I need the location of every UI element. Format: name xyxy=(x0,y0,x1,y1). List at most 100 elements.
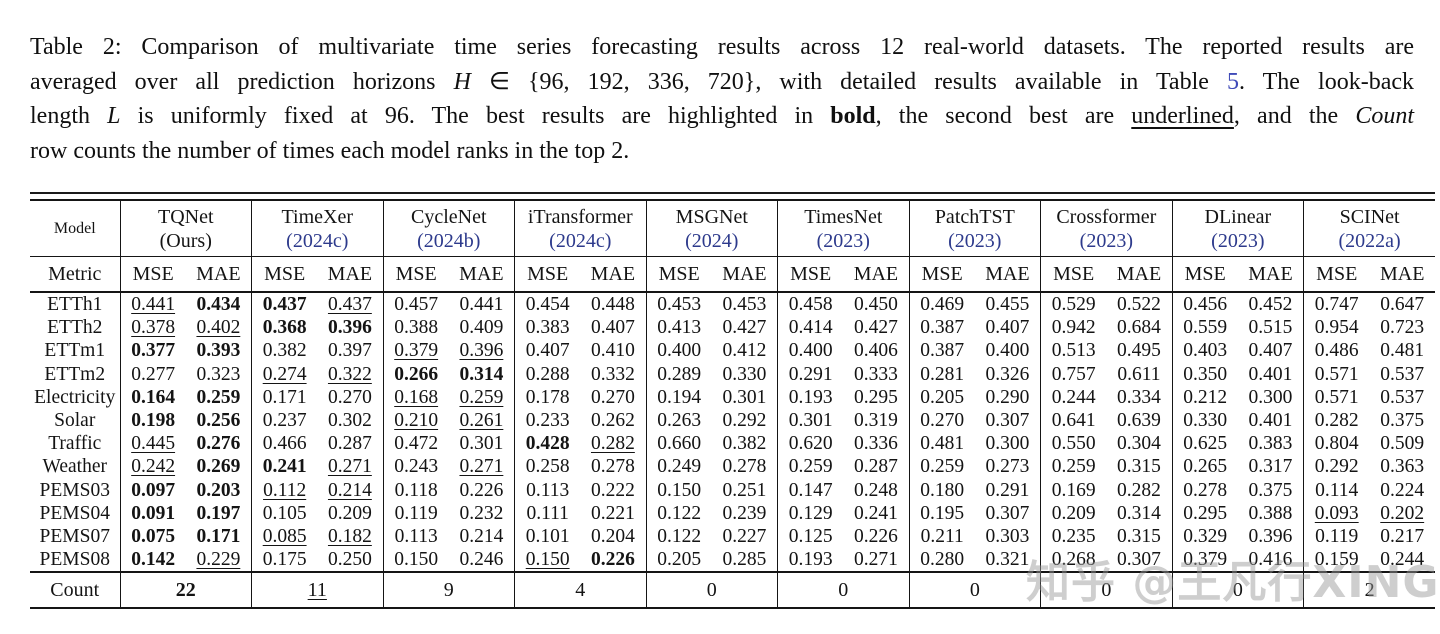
count-value: 4 xyxy=(514,571,647,609)
model-year-citation[interactable]: (2023) xyxy=(948,229,1002,252)
value-cell: 0.119 xyxy=(1303,525,1370,549)
value-cell: 0.122 xyxy=(645,501,712,526)
value-cell: 0.261 xyxy=(459,410,504,432)
value-cell: 0.757 xyxy=(1040,362,1107,386)
value-cell: 0.114 xyxy=(1303,478,1370,502)
value-cell: 0.407 xyxy=(1248,340,1293,362)
value-cell: 0.641 xyxy=(1040,409,1107,433)
caption-text-segment: H xyxy=(453,68,471,95)
value-cell: 0.243 xyxy=(382,455,449,479)
model-year-citation[interactable]: (2022a) xyxy=(1338,229,1401,252)
value-cell: 0.571 xyxy=(1303,362,1370,386)
dataset-label: PEMS03 xyxy=(39,479,110,501)
results-table: Model TQNet (Ours) TimeXer (2024c) CycleNet (2… xyxy=(30,199,1436,610)
value-cell: 0.382 xyxy=(722,433,767,455)
model-year-citation[interactable]: (2024c) xyxy=(286,229,349,252)
caption-text-segment: ∈ {96, 192, 336, 720}, with detailed res… xyxy=(470,68,1227,95)
value-cell: 0.396 xyxy=(1248,526,1293,548)
model-name: CycleNet xyxy=(411,205,487,228)
value-cell: 0.522 xyxy=(1117,294,1161,315)
value-cell: 0.111 xyxy=(514,501,581,526)
value-cell: 0.113 xyxy=(382,525,449,549)
model-header-dlinear: DLinear (2023) xyxy=(1171,200,1304,257)
model-header-patchtst: PatchTST (2023) xyxy=(908,200,1041,257)
metric-header-mse: MSE xyxy=(1171,256,1238,293)
value-cell: 0.287 xyxy=(853,456,898,478)
value-cell: 0.434 xyxy=(196,294,241,315)
model-year-citation: (Ours) xyxy=(159,229,212,252)
value-cell: 0.537 xyxy=(1380,386,1425,408)
model-year-citation[interactable]: (2023) xyxy=(816,229,870,252)
value-cell: 0.197 xyxy=(196,502,241,524)
value-cell: 0.317 xyxy=(1248,456,1293,478)
model-name: TimeXer xyxy=(281,205,354,228)
model-name: SCINet xyxy=(1339,205,1400,228)
value-cell: 0.301 xyxy=(777,409,844,433)
metric-header-mae: MAE xyxy=(711,256,778,293)
value-cell: 0.241 xyxy=(251,455,318,479)
value-cell: 0.263 xyxy=(645,409,712,433)
caption-text-segment: L xyxy=(107,103,121,129)
metric-header-mse: MSE xyxy=(514,256,581,293)
value-cell: 0.379 xyxy=(1171,548,1238,573)
table-row: Electricity 0.164 0.259 0.171 0.270 0.168 0.25… xyxy=(30,385,1435,410)
caption-text-segment: underlined xyxy=(1131,103,1234,129)
value-cell: 0.639 xyxy=(1117,410,1161,432)
value-cell: 0.314 xyxy=(1117,502,1161,524)
caption-line: averaged over all prediction horizons H … xyxy=(30,65,1414,100)
value-cell: 0.454 xyxy=(514,292,581,317)
table-top-rule xyxy=(30,192,1435,194)
count-value: 2 xyxy=(1303,571,1436,609)
model-year-citation[interactable]: (2024b) xyxy=(417,229,481,252)
caption-text-segment: . The look-back xyxy=(1239,68,1415,95)
value-cell: 0.414 xyxy=(777,316,844,340)
count-number: 0 xyxy=(1232,578,1243,601)
count-value: 9 xyxy=(382,571,515,609)
metric-header-mae: MAE xyxy=(317,256,384,293)
value-cell: 0.495 xyxy=(1117,340,1161,362)
dataset-label: PEMS08 xyxy=(39,549,110,571)
metric-header-mse: MSE xyxy=(645,256,712,293)
value-cell: 0.303 xyxy=(985,526,1030,548)
value-cell: 0.453 xyxy=(722,294,767,315)
table5-link[interactable]: 5 xyxy=(1227,68,1239,95)
value-cell: 0.259 xyxy=(1040,455,1107,479)
count-number: 0 xyxy=(706,578,717,601)
value-cell: 0.397 xyxy=(327,340,372,362)
value-cell: 0.458 xyxy=(777,292,844,317)
count-value: 22 xyxy=(119,571,252,609)
value-cell: 0.416 xyxy=(1248,549,1293,571)
value-cell: 0.075 xyxy=(119,525,186,549)
value-cell: 0.292 xyxy=(1303,455,1370,479)
dataset-label: ETTh2 xyxy=(47,317,103,339)
value-cell: 0.171 xyxy=(196,526,241,548)
dataset-label: PEMS07 xyxy=(39,526,110,548)
caption-line: Table 2: Comparison of multivariate time… xyxy=(30,30,1414,65)
model-year-citation[interactable]: (2023) xyxy=(1079,229,1133,252)
table-row: PEMS08 0.142 0.229 0.175 0.250 0.150 0.246 0.15… xyxy=(30,548,1435,573)
model-year-citation[interactable]: (2024c) xyxy=(549,229,612,252)
model-year-citation[interactable]: (2023) xyxy=(1211,229,1265,252)
dataset-label: PEMS04 xyxy=(39,502,110,524)
value-cell: 0.282 xyxy=(1117,479,1161,501)
value-cell: 0.375 xyxy=(1248,479,1293,501)
value-cell: 0.194 xyxy=(645,385,712,410)
value-cell: 0.326 xyxy=(985,363,1030,385)
value-cell: 0.322 xyxy=(327,363,372,385)
value-cell: 0.332 xyxy=(590,363,635,385)
value-cell: 0.684 xyxy=(1117,317,1161,339)
value-cell: 0.277 xyxy=(119,362,186,386)
value-cell: 0.198 xyxy=(119,409,186,433)
value-cell: 0.150 xyxy=(382,548,449,573)
model-year-citation[interactable]: (2024) xyxy=(685,229,739,252)
value-cell: 0.625 xyxy=(1171,432,1238,456)
value-cell: 0.214 xyxy=(327,479,372,501)
value-cell: 0.321 xyxy=(985,549,1030,571)
value-cell: 0.204 xyxy=(590,526,635,548)
value-cell: 0.085 xyxy=(251,525,318,549)
value-cell: 0.129 xyxy=(777,501,844,526)
value-cell: 0.550 xyxy=(1040,432,1107,456)
count-number: 22 xyxy=(175,578,196,601)
value-cell: 0.262 xyxy=(590,410,635,432)
count-number: 9 xyxy=(443,578,454,601)
